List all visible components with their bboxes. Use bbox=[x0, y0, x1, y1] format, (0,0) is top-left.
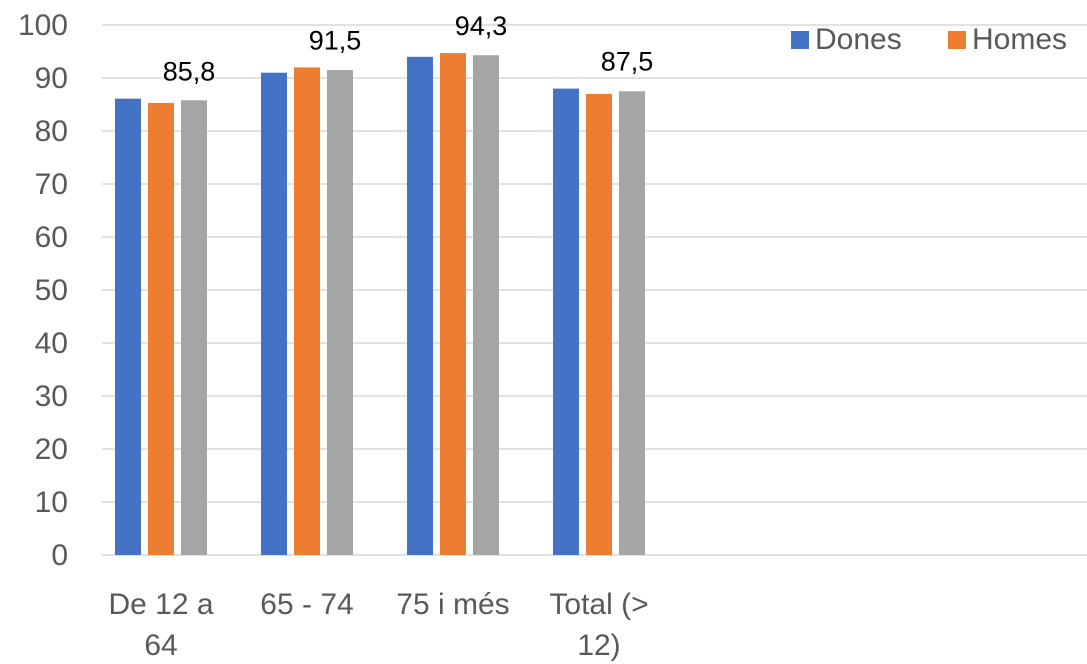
category-label: 12) bbox=[577, 629, 620, 662]
legend: Dones Homes bbox=[791, 23, 1067, 56]
data-labels: 85,8 91,5 94,3 87,5 bbox=[163, 11, 654, 87]
y-tick-label: 50 bbox=[35, 274, 68, 307]
bar-series-3 bbox=[181, 100, 207, 555]
legend-label: Dones bbox=[815, 23, 902, 56]
y-tick-label: 80 bbox=[35, 115, 68, 148]
bar-dones bbox=[261, 72, 287, 555]
y-tick-label: 10 bbox=[35, 486, 68, 519]
bar-series-3 bbox=[327, 70, 353, 556]
bar-homes bbox=[148, 102, 174, 555]
data-label: 94,3 bbox=[455, 11, 508, 41]
category-label: 75 i més bbox=[396, 588, 509, 621]
y-tick-label: 30 bbox=[35, 380, 68, 413]
y-tick-label: 60 bbox=[35, 221, 68, 254]
category-label: Total (> bbox=[549, 588, 648, 621]
bar-homes bbox=[586, 93, 612, 556]
y-tick-label: 40 bbox=[35, 327, 68, 360]
y-axis-tick-labels: 0 10 20 30 40 50 60 70 80 90 100 bbox=[18, 9, 68, 572]
bar-series-3 bbox=[619, 91, 645, 555]
bars bbox=[115, 53, 645, 556]
legend-swatch bbox=[791, 31, 809, 49]
legend-label: Homes bbox=[972, 23, 1067, 56]
category-label: 65 - 74 bbox=[260, 588, 353, 621]
data-label: 91,5 bbox=[309, 25, 362, 55]
bar-dones bbox=[115, 98, 141, 556]
data-label: 87,5 bbox=[601, 47, 654, 77]
x-axis-category-labels: De 12 a 64 65 - 74 75 i més Total (> 12) bbox=[108, 588, 648, 662]
category-label: 64 bbox=[144, 629, 177, 662]
y-tick-label: 100 bbox=[18, 9, 68, 42]
bar-dones bbox=[407, 56, 433, 556]
bar-homes bbox=[294, 67, 320, 556]
y-tick-label: 70 bbox=[35, 168, 68, 201]
bar-dones bbox=[553, 88, 579, 555]
y-tick-label: 20 bbox=[35, 433, 68, 466]
legend-swatch bbox=[948, 31, 966, 49]
data-label: 85,8 bbox=[163, 57, 216, 87]
y-tick-label: 90 bbox=[35, 62, 68, 95]
y-tick-label: 0 bbox=[51, 539, 68, 572]
category-label: De 12 a bbox=[108, 588, 213, 621]
bar-homes bbox=[440, 53, 466, 556]
bar-series-3 bbox=[473, 55, 499, 556]
